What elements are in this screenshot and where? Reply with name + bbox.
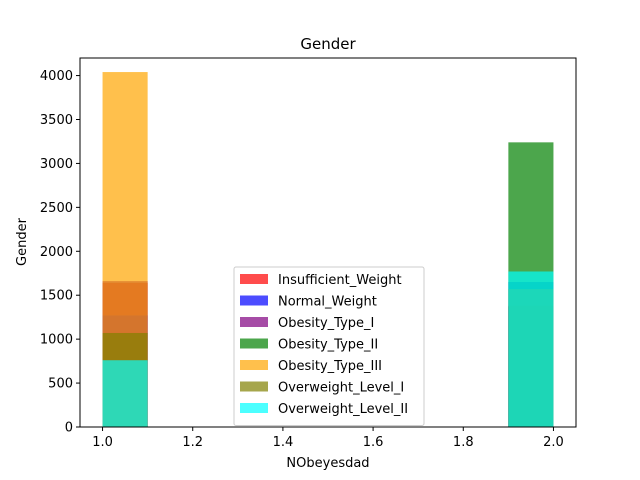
legend-label-obesity-type-iii: Obesity_Type_III: [278, 359, 382, 374]
legend-label-normal-weight: Normal_Weight: [278, 295, 377, 310]
y-tick-label: 1500: [40, 289, 73, 304]
legend-swatch-overweight-level-i: [240, 381, 268, 392]
legend-label-overweight-level-ii: Overweight_Level_II: [278, 402, 408, 417]
legend-label-overweight-level-i: Overweight_Level_I: [278, 381, 404, 396]
y-axis-ticks: 0 500 1000 1500 2000 2500 3000 3500 4000: [40, 69, 80, 436]
plot-frame: [79, 57, 577, 428]
legend-swatch-overweight-level-ii: [240, 403, 268, 413]
bar-overweight-level-ii-1: [508, 271, 554, 427]
legend-label-obesity-type-ii: Obesity_Type_II: [278, 338, 378, 353]
x-tick-label: 2.0: [543, 435, 564, 450]
x-tick-label: 1.4: [273, 435, 294, 450]
y-tick-label: 2500: [40, 201, 73, 216]
legend-swatch-obesity-type-iii: [240, 360, 268, 370]
x-axis-label: NObeyesdad: [286, 456, 369, 471]
legend-swatch-insufficient-weight: [240, 274, 268, 284]
y-axis-label: Gender: [15, 217, 30, 266]
legend-box: [233, 266, 425, 426]
x-tick-label: 1.2: [182, 435, 203, 450]
x-tick-label: 1.0: [92, 435, 113, 450]
y-tick-label: 3000: [40, 157, 73, 172]
y-tick-label: 500: [48, 377, 73, 392]
legend-label-insufficient-weight: Insufficient_Weight: [278, 273, 402, 288]
bars-layer: [102, 72, 554, 428]
y-tick-label: 3500: [40, 113, 73, 128]
legend: Insufficient_Weight Normal_Weight Obesity_…: [233, 266, 425, 426]
legend-swatch-obesity-type-i: [240, 317, 268, 327]
y-tick-label: 4000: [40, 69, 73, 84]
y-tick-label: 0: [65, 421, 73, 436]
y-tick-label: 2000: [40, 245, 73, 260]
legend-label-obesity-type-i: Obesity_Type_I: [278, 316, 374, 331]
y-tick-label: 1000: [40, 333, 73, 348]
legend-swatch-obesity-type-ii: [240, 338, 268, 349]
legend-swatch-normal-weight: [240, 295, 268, 306]
chart-title: Gender: [300, 35, 356, 53]
x-axis-ticks: 1.0 1.2 1.4 1.6 1.8 2.0: [92, 427, 564, 450]
x-tick-label: 1.6: [363, 435, 384, 450]
x-tick-label: 1.8: [453, 435, 474, 450]
bar-overweight-level-ii-0: [102, 360, 148, 427]
